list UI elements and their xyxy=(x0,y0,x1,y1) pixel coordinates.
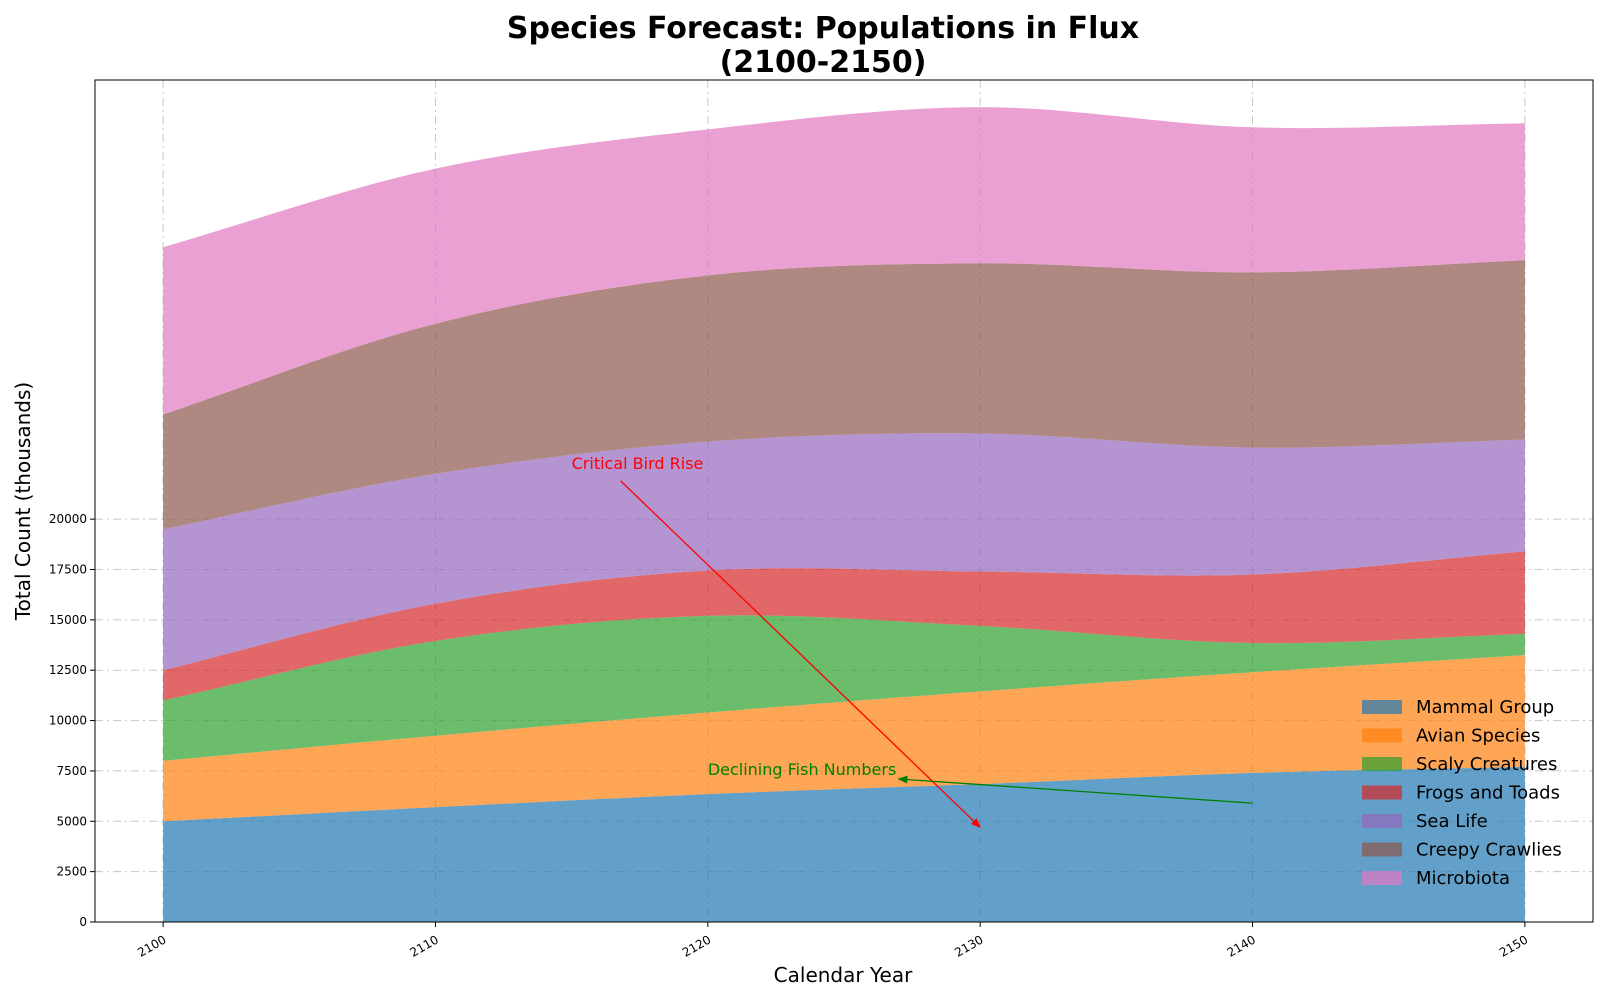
legend-swatch xyxy=(1362,814,1402,828)
area-mammal-group xyxy=(163,766,1525,922)
annotations: Critical Bird Rise Declining Fish Numbers xyxy=(572,454,1253,829)
x-tick-label: 2110 xyxy=(408,932,441,959)
legend-swatch xyxy=(1362,785,1402,800)
area-microbiota xyxy=(163,107,1525,415)
y-axis-label: Total Count (thousands) xyxy=(11,382,35,621)
y-tick-label: 2500 xyxy=(56,865,87,879)
annotation-label: Declining Fish Numbers xyxy=(708,760,896,779)
legend-label: Avian Species xyxy=(1416,726,1540,747)
legend-item-mammal-group: Mammal Group xyxy=(1362,697,1554,718)
legend-label: Frogs and Toads xyxy=(1416,783,1560,804)
legend-swatch xyxy=(1362,757,1402,771)
chart-title-line1: Species Forecast: Populations in Flux xyxy=(507,11,1139,46)
y-tick-label: 0 xyxy=(79,915,87,929)
legend-swatch xyxy=(1362,728,1402,743)
y-tick-label: 12500 xyxy=(49,663,87,677)
chart-title-line2: (2100-2150) xyxy=(720,45,927,80)
area-creepy-crawlies xyxy=(163,260,1525,530)
legend-label: Scaly Creatures xyxy=(1416,754,1557,775)
annotation-arrow xyxy=(620,480,981,829)
y-tick-label: 17500 xyxy=(49,562,87,576)
legend-item-scaly-creatures: Scaly Creatures xyxy=(1362,754,1557,775)
legend-label: Creepy Crawlies xyxy=(1416,840,1562,861)
area-frogs-and-toads xyxy=(163,551,1525,701)
y-tick-label: 10000 xyxy=(49,714,87,728)
legend-item-sea-life: Sea Life xyxy=(1362,811,1488,832)
x-axis-label: Calendar Year xyxy=(774,963,913,987)
plot-frame xyxy=(94,79,1594,923)
legend-item-microbiota: Microbiota xyxy=(1362,868,1510,889)
legend-label: Microbiota xyxy=(1416,868,1510,889)
area-scaly-creatures xyxy=(163,615,1525,761)
y-tick-label: 20000 xyxy=(49,512,87,526)
legend-item-frogs-and-toads: Frogs and Toads xyxy=(1362,783,1560,804)
legend-swatch xyxy=(1362,871,1402,885)
annotation-arrow xyxy=(897,775,1253,804)
x-tick-label: 2100 xyxy=(135,932,168,959)
legend-label: Sea Life xyxy=(1416,811,1488,832)
legend-item-avian-species: Avian Species xyxy=(1362,726,1540,747)
y-axis: 0 2500 5000 7500 10000 12500 15000 17500 20000 xyxy=(49,512,95,929)
y-tick-label: 5000 xyxy=(56,814,87,828)
area-layers xyxy=(163,107,1525,922)
y-tick-label: 7500 xyxy=(56,764,87,778)
area-avian-species xyxy=(163,655,1525,822)
x-axis: 2100 2110 2120 2130 2140 2150 xyxy=(135,922,1530,960)
legend-label: Mammal Group xyxy=(1416,697,1554,718)
area-sea-life xyxy=(163,433,1525,671)
legend-swatch xyxy=(1362,700,1402,714)
x-tick-label: 2150 xyxy=(1497,932,1530,959)
x-tick-label: 2120 xyxy=(680,932,713,959)
y-tick-label: 15000 xyxy=(49,613,87,627)
legend-swatch xyxy=(1362,842,1402,857)
legend-item-creepy-crawlies: Creepy Crawlies xyxy=(1362,840,1562,861)
x-tick-label: 2140 xyxy=(1225,932,1258,959)
legend: Mammal Group Avian Species Scaly Creatures… xyxy=(1362,697,1562,889)
annotation-label: Critical Bird Rise xyxy=(572,454,704,473)
x-tick-label: 2130 xyxy=(952,932,985,959)
